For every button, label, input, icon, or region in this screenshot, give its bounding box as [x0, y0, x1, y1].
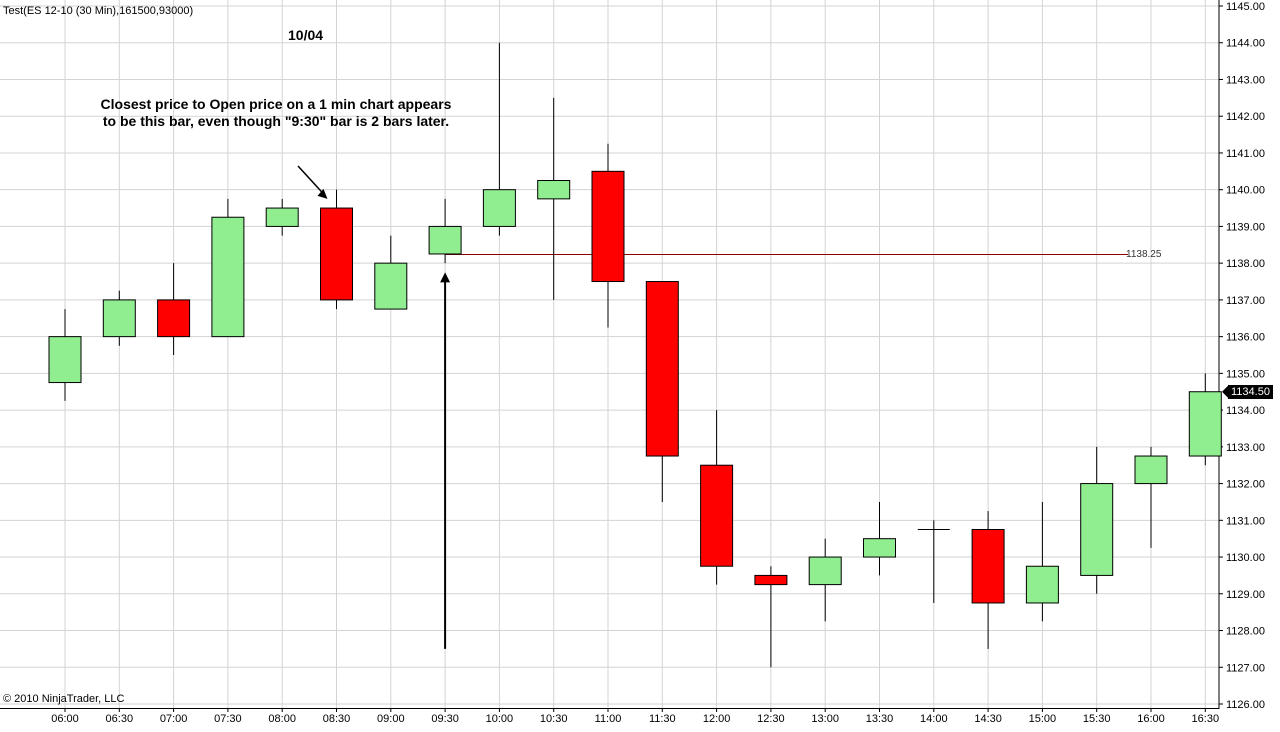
candle-body [863, 538, 896, 558]
arrow-head [440, 272, 451, 283]
candle-body [700, 464, 734, 567]
candle-body [1188, 391, 1222, 457]
candle-body [265, 207, 299, 227]
x-tick-label: 06:00 [51, 713, 79, 725]
x-tick-label: 10:00 [486, 713, 514, 725]
candle-body [537, 180, 571, 200]
candle-body [428, 225, 462, 255]
y-tick-label: 1142.00 [1226, 111, 1265, 123]
candle-body [374, 262, 408, 310]
x-tick-label: 08:30 [323, 713, 351, 725]
x-tick-label: 09:30 [431, 713, 459, 725]
y-tick-label: 1138.00 [1226, 258, 1265, 270]
y-tick-label: 1145.00 [1226, 1, 1265, 13]
x-tick-label: 16:00 [1137, 713, 1165, 725]
x-tick-label: 07:30 [214, 713, 242, 725]
y-tick-label: 1140.00 [1226, 185, 1265, 197]
y-tick-label: 1130.00 [1226, 552, 1265, 564]
y-tick-label: 1143.00 [1226, 74, 1265, 86]
candle-body [102, 299, 136, 338]
candle-body [1025, 565, 1059, 604]
candle-body [211, 216, 245, 338]
annotation-pointer-head [317, 188, 328, 199]
candle-body [808, 556, 842, 586]
chart-title: Test(ES 12-10 (30 Min),161500,93000) [3, 5, 194, 17]
last-price-marker [1222, 384, 1229, 399]
candle-body [1080, 483, 1114, 576]
y-tick-label: 1134.00 [1226, 405, 1265, 417]
y-tick-label: 1137.00 [1226, 295, 1265, 307]
candle-body [971, 529, 1005, 604]
y-tick-label: 1127.00 [1226, 662, 1265, 674]
candle-body [157, 299, 191, 338]
x-tick-label: 12:30 [757, 713, 785, 725]
x-tick-label: 15:30 [1083, 713, 1111, 725]
y-tick-label: 1133.00 [1226, 442, 1265, 454]
x-tick-label: 13:30 [866, 713, 894, 725]
last-price-label: 1134.50 [1228, 385, 1273, 399]
y-tick-label: 1139.00 [1226, 221, 1265, 233]
x-tick-label: 15:00 [1029, 713, 1057, 725]
x-tick-label: 16:30 [1192, 713, 1220, 725]
y-tick-label: 1129.00 [1226, 589, 1265, 601]
x-tick-label: 14:30 [974, 713, 1002, 725]
x-tick-label: 11:00 [595, 713, 622, 725]
x-tick-label: 11:30 [649, 713, 676, 725]
candle-body [1134, 455, 1168, 485]
y-tick-label: 1131.00 [1226, 515, 1265, 527]
date-label: 10/04 [288, 27, 324, 43]
copyright: © 2010 NinjaTrader, LLC [3, 693, 125, 705]
x-tick-label: 07:00 [160, 713, 188, 725]
annotation-pointer [297, 165, 325, 195]
y-tick-label: 1126.00 [1226, 699, 1265, 711]
x-tick-label: 09:00 [377, 713, 405, 725]
x-tick-label: 10:30 [540, 713, 568, 725]
y-tick-label: 1136.00 [1226, 332, 1265, 344]
candle-body [320, 207, 353, 301]
candle-body [754, 574, 788, 586]
x-tick-label: 06:30 [106, 713, 134, 725]
annotation-text: Closest price to Open price on a 1 min c… [100, 96, 452, 129]
y-tick-label: 1144.00 [1226, 38, 1265, 50]
x-tick-label: 14:00 [920, 713, 948, 725]
y-tick-label: 1135.00 [1226, 368, 1265, 380]
candle-body [645, 281, 679, 457]
y-tick-label: 1141.00 [1226, 148, 1265, 160]
candle-body [591, 170, 625, 283]
x-tick-label: 12:00 [703, 713, 731, 725]
y-tick-label: 1128.00 [1226, 626, 1265, 638]
candle-body [482, 189, 516, 227]
candle-body [48, 336, 82, 384]
x-tick-label: 08:00 [268, 713, 296, 725]
reference-line-label: 1138.25 [1126, 249, 1162, 260]
y-tick-label: 1132.00 [1226, 479, 1265, 491]
x-tick-label: 13:00 [811, 713, 839, 725]
